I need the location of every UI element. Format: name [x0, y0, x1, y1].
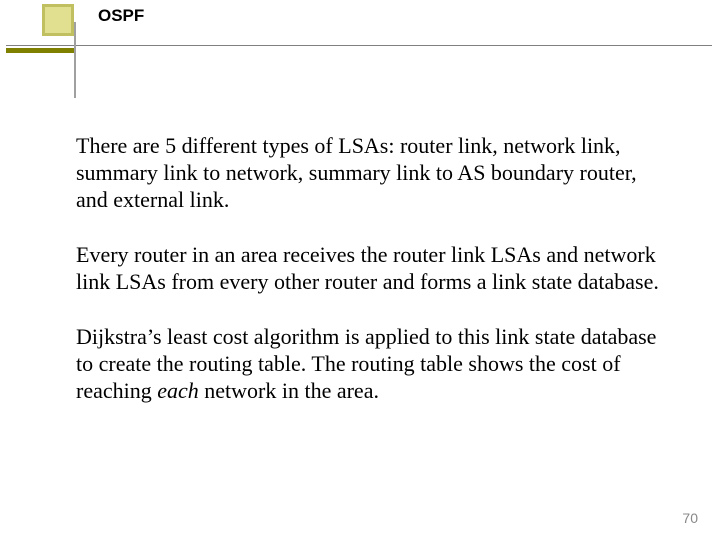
para3-italic-word: each	[157, 378, 199, 403]
paragraph-1: There are 5 different types of LSAs: rou…	[76, 132, 660, 213]
paragraph-3: Dijkstra’s least cost algorithm is appli…	[76, 323, 660, 404]
page-number: 70	[682, 510, 698, 526]
slide-title: OSPF	[98, 6, 144, 26]
slide-header: OSPF	[0, 0, 720, 72]
header-vertical-rule	[74, 22, 76, 98]
slide-body: There are 5 different types of LSAs: rou…	[76, 132, 660, 432]
header-thick-rule	[6, 48, 74, 53]
para3-part-b: network in the area.	[199, 378, 379, 403]
paragraph-2: Every router in an area receives the rou…	[76, 241, 660, 295]
slide: OSPF There are 5 different types of LSAs…	[0, 0, 720, 540]
header-thin-rule	[6, 45, 712, 46]
square-inner	[45, 7, 71, 33]
header-square-icon	[42, 4, 74, 36]
